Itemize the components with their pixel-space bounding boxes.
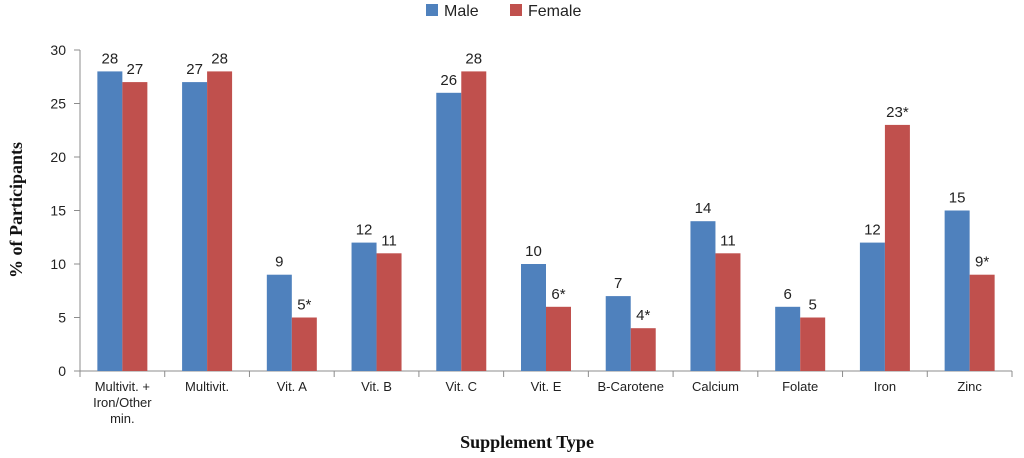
data-label-male-0: 28 xyxy=(102,50,119,67)
data-label-male-7: 14 xyxy=(695,200,712,217)
bar-female-9 xyxy=(884,124,910,372)
x-tick-label: Vit. A xyxy=(277,379,307,394)
x-tick-label: Vit. E xyxy=(531,379,562,394)
bar-male-10 xyxy=(944,210,970,371)
x-axis-title: Supplement Type xyxy=(460,432,594,452)
bar-female-10 xyxy=(969,274,995,371)
bar-female-7 xyxy=(715,253,741,371)
bar-male-3 xyxy=(351,242,377,371)
y-tick-label: 15 xyxy=(50,203,66,219)
y-tick-label: 10 xyxy=(50,256,66,272)
data-label-male-5: 10 xyxy=(525,243,542,260)
legend-swatch-male xyxy=(426,4,438,16)
data-label-female-4: 28 xyxy=(465,50,482,67)
bar-female-2 xyxy=(291,317,317,371)
x-axis: Multivit. + Iron/Other min. Multivit. Vit. A… xyxy=(79,370,1013,426)
x-tick-label: Folate xyxy=(782,379,818,394)
bar-male-0 xyxy=(97,71,123,372)
legend-label-male: Male xyxy=(444,3,479,20)
y-tick-label: 5 xyxy=(58,310,66,326)
bar-female-3 xyxy=(376,253,402,371)
data-label-female-10: 9* xyxy=(975,254,989,271)
data-label-male-1: 27 xyxy=(186,61,203,78)
data-label-female-2: 5* xyxy=(297,297,311,314)
y-tick-label: 20 xyxy=(50,149,66,165)
data-labels: 28 27 9 12 26 10 7 14 6 12 15 27 28 5* 11 28 6* 4* 11 5 23* 9… xyxy=(102,50,990,324)
bar-female-4 xyxy=(461,71,487,372)
x-tick-label: Multivit. + Iron/Other min. xyxy=(93,379,152,426)
bars xyxy=(97,71,995,372)
bar-female-5 xyxy=(546,306,571,371)
y-tick-label: 30 xyxy=(50,42,66,58)
data-label-male-10: 15 xyxy=(949,190,966,207)
x-tick-label: B-Carotene xyxy=(597,379,663,394)
y-tick-label: 0 xyxy=(58,363,66,379)
data-label-male-3: 12 xyxy=(356,222,373,239)
x-tick-label: Zinc xyxy=(957,379,982,394)
bar-male-1 xyxy=(182,82,208,371)
data-label-female-7: 11 xyxy=(720,232,736,249)
y-axis: 0 5 10 15 20 25 30 xyxy=(50,42,81,379)
data-label-female-5: 6* xyxy=(551,286,565,303)
legend-label-female: Female xyxy=(528,3,581,20)
x-tick-label: Iron xyxy=(874,379,896,394)
x-tick-label: Vit. B xyxy=(361,379,392,394)
y-axis-title: % of Participants xyxy=(6,142,26,278)
x-tick-label: Multivit. xyxy=(185,379,229,394)
bar-female-1 xyxy=(207,71,233,372)
data-label-female-1: 28 xyxy=(211,50,228,67)
legend-swatch-female xyxy=(510,4,522,16)
data-label-female-8: 5 xyxy=(809,297,817,314)
data-label-male-9: 12 xyxy=(864,222,881,239)
bar-male-6 xyxy=(605,296,631,371)
bar-male-2 xyxy=(266,274,292,371)
data-label-male-8: 6 xyxy=(784,286,792,303)
data-label-female-3: 11 xyxy=(381,232,397,249)
data-label-male-6: 7 xyxy=(614,275,622,292)
data-label-female-6: 4* xyxy=(636,307,650,324)
bar-male-4 xyxy=(436,92,462,372)
data-label-male-2: 9 xyxy=(275,254,283,271)
x-tick-label: Calcium xyxy=(692,379,739,394)
bar-female-0 xyxy=(122,82,148,371)
bar-male-8 xyxy=(775,306,801,371)
bar-male-9 xyxy=(859,242,885,371)
bar-female-8 xyxy=(800,317,826,371)
bar-male-5 xyxy=(521,264,546,371)
data-label-female-9: 23* xyxy=(886,104,909,121)
data-label-female-0: 27 xyxy=(127,61,144,78)
y-tick-label: 25 xyxy=(50,96,66,112)
bar-female-6 xyxy=(630,328,656,371)
bar-male-7 xyxy=(690,221,716,371)
x-tick-label: Vit. C xyxy=(445,379,477,394)
legend: Male Female xyxy=(426,3,581,20)
data-label-male-4: 26 xyxy=(440,72,457,89)
